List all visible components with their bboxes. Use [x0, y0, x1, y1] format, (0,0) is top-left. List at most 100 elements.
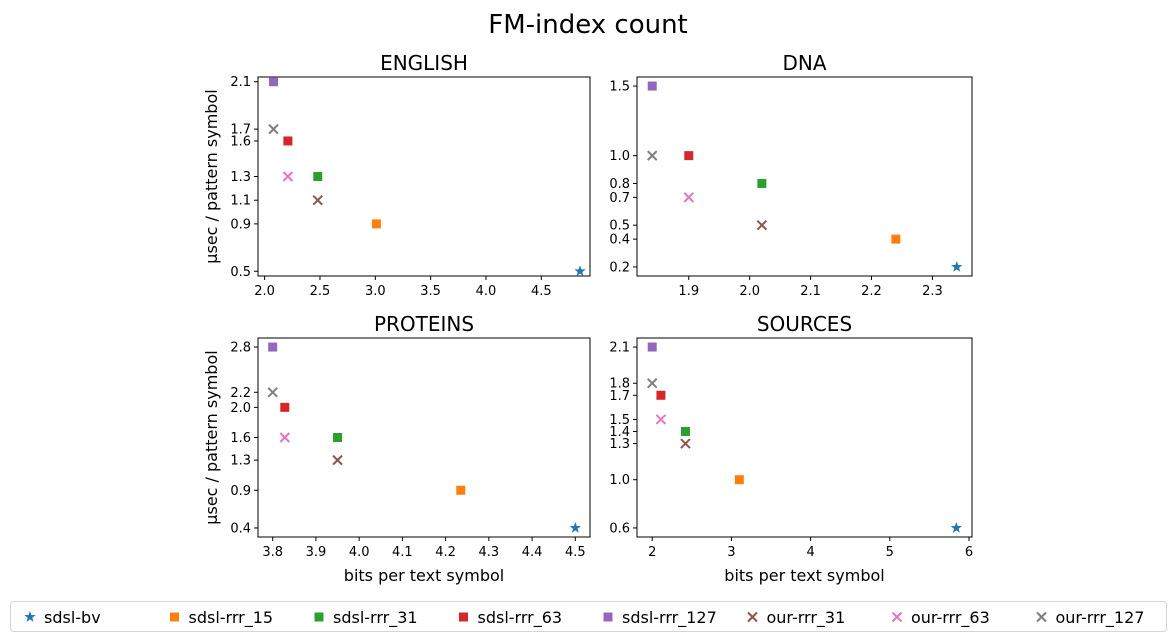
y-tick-label: 1.7	[609, 389, 630, 404]
data-point-sdsl-rrr-63	[656, 390, 666, 400]
x-tick-label: 5	[886, 545, 894, 560]
x-tick-label: 4.0	[476, 284, 497, 299]
data-point-sdsl-rrr-31	[333, 433, 343, 442]
data-point-sdsl-rrr-15	[891, 234, 901, 244]
legend-marker	[603, 612, 613, 622]
data-point-our-rrr-63	[655, 414, 667, 425]
y-tick-label: 2.0	[230, 401, 251, 416]
y-tick-label: 1.1	[230, 194, 251, 209]
x-tick-label: 2.1	[800, 284, 821, 299]
x-tick-label: 4	[806, 545, 814, 560]
data-point-sdsl-rrr-15	[734, 475, 744, 485]
y-tick-label: 1.5	[609, 80, 630, 95]
x-tick-label: 4.5	[565, 545, 586, 560]
y-tick-label: 1.4	[609, 425, 630, 440]
y-tick-label: 1.8	[609, 377, 630, 392]
x-axis-label: bits per text symbol	[724, 566, 884, 585]
figure-title: FM-index count	[488, 10, 688, 40]
y-tick-label: 0.4	[230, 521, 251, 536]
x-tick-label: 4.1	[392, 545, 413, 560]
legend-item: our-rrr_63	[891, 608, 990, 628]
x-tick-label: 4.4	[522, 545, 543, 560]
data-point-our-rrr-127	[646, 378, 658, 389]
panel-title: ENGLISH	[380, 51, 468, 75]
y-tick-label: 0.5	[230, 265, 251, 280]
plot-frame	[636, 76, 973, 277]
data-point-sdsl-rrr-15	[371, 219, 381, 229]
x-tick-label: 2.5	[310, 284, 331, 299]
y-tick-label: 0.2	[609, 260, 630, 275]
x-axis-label: bits per text symbol	[344, 566, 504, 585]
legend-item: sdsl-rrr_63	[459, 608, 562, 628]
data-point-sdsl-rrr-31	[757, 178, 767, 188]
y-tick-label: 1.0	[609, 473, 630, 488]
data-point-our-rrr-63	[683, 192, 694, 203]
y-tick-label: 0.6	[609, 521, 630, 536]
legend-item: sdsl-rrr_127	[603, 608, 717, 628]
plot-frame	[257, 76, 591, 277]
legend-marker	[24, 611, 36, 622]
data-point-sdsl-rrr-31	[313, 172, 323, 181]
legend-label: sdsl-rrr_63	[478, 608, 563, 628]
legend-label: sdsl-rrr_31	[333, 608, 418, 628]
x-tick-label: 3.8	[262, 545, 283, 560]
x-tick-label: 2.0	[739, 284, 760, 299]
panel-title: DNA	[782, 51, 826, 75]
x-tick-label: 4.3	[479, 545, 500, 560]
data-point-our-rrr-31	[332, 454, 343, 466]
data-point-sdsl-rrr-127	[268, 342, 278, 352]
data-point-sdsl-rrr-63	[684, 151, 694, 161]
y-tick-label: 1.6	[230, 431, 251, 446]
data-point-our-rrr-63	[279, 432, 291, 443]
panel-sources: SOURCES 2 3 4 5 6 0.6 1.0 1.31.41.5 1.71.8 2.1 bits…	[609, 312, 973, 585]
y-tick-label: 1.3	[609, 437, 630, 452]
legend-marker	[1036, 611, 1047, 623]
data-point-sdsl-rrr-127	[647, 81, 657, 91]
data-point-sdsl-bv	[950, 521, 963, 533]
y-tick-label: 1.3	[230, 170, 251, 185]
plot-frame	[257, 337, 591, 538]
data-point-sdsl-bv	[574, 265, 586, 277]
x-tick-label: 3.5	[420, 284, 441, 299]
data-point-sdsl-rrr-127	[268, 77, 278, 87]
x-tick-label: 3.0	[365, 284, 386, 299]
plot-frame	[636, 337, 973, 538]
y-tick-label: 0.8	[609, 177, 630, 192]
y-tick-label: 2.1	[609, 341, 630, 356]
x-tick-label: 1.9	[678, 284, 699, 299]
y-tick-label: 2.2	[230, 386, 251, 401]
legend: sdsl-bv sdsl-rrr_15 sdsl-rrr_31 sdsl-rrr_63…	[10, 601, 1167, 632]
legend-label: our-rrr_63	[911, 608, 990, 628]
y-tick-label: 1.5	[609, 413, 630, 428]
data-point-our-rrr-31	[756, 219, 768, 231]
x-tick-label: 4.5	[531, 284, 552, 299]
x-tick-label: 2.0	[254, 284, 275, 299]
y-axis-label: µsec / pattern symbol	[202, 350, 221, 524]
x-tick-label: 3.9	[306, 545, 327, 560]
panel-proteins: PROTEINS 3.8 3.9 4.0 4.1 4.2 4.3 4.4 4.5 0.4 0.9 1.…	[202, 312, 591, 585]
data-point-sdsl-rrr-127	[647, 342, 657, 352]
y-tick-label: 1.7	[230, 123, 251, 138]
y-tick-label: 2.1	[230, 75, 251, 90]
y-tick-label: 0.9	[230, 217, 251, 232]
data-point-our-rrr-127	[268, 123, 279, 135]
legend-item: sdsl-rrr_15	[170, 608, 273, 628]
x-tick-label: 3	[727, 545, 735, 560]
legend-marker	[747, 611, 758, 623]
y-tick-label: 0.9	[230, 484, 251, 499]
legend-marker	[459, 612, 468, 622]
legend-marker	[314, 612, 324, 622]
data-point-sdsl-rrr-31	[680, 426, 690, 436]
data-point-our-rrr-31	[680, 438, 691, 449]
x-tick-label: 2.2	[861, 284, 882, 299]
legend-marker	[170, 612, 179, 622]
x-tick-label: 4.2	[435, 545, 456, 560]
legend-item: our-rrr_127	[1036, 608, 1144, 628]
legend-label: sdsl-bv	[44, 608, 101, 627]
legend-frame	[10, 601, 1167, 632]
data-point-our-rrr-31	[312, 194, 323, 206]
x-tick-label: 6	[965, 545, 973, 560]
y-axis-label: µsec / pattern symbol	[202, 89, 221, 263]
data-point-sdsl-rrr-63	[280, 402, 290, 412]
